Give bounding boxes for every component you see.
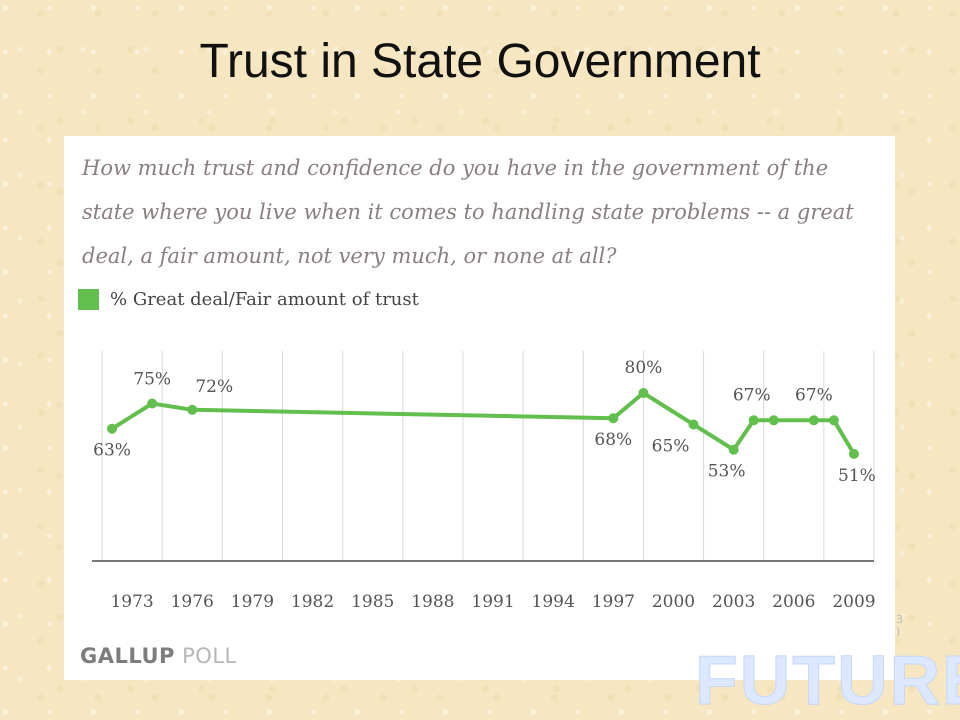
data-label: 67%: [795, 385, 833, 405]
edge-mark-bottom: ): [896, 625, 901, 638]
x-tick-label: 1994: [532, 592, 575, 612]
survey-question: How much trust and confidence do you hav…: [82, 156, 854, 268]
data-point: [107, 423, 118, 434]
chart-panel: How much trust and confidence do you hav…: [64, 136, 895, 680]
edge-mark: 3 ): [896, 614, 906, 644]
legend-swatch: [78, 288, 99, 310]
data-label: 51%: [838, 466, 876, 486]
data-label: 65%: [652, 437, 690, 457]
data-point: [828, 415, 839, 426]
x-tick-label: 2006: [772, 592, 815, 612]
x-tick-label: 1985: [351, 592, 394, 612]
x-tick-label: 1976: [171, 592, 214, 612]
poll-logo-text: POLL: [182, 644, 237, 668]
legend-label: % Great deal/Fair amount of trust: [110, 288, 419, 310]
x-tick-label: 1982: [291, 592, 334, 612]
data-point: [848, 448, 859, 459]
data-point: [608, 413, 619, 424]
data-label: 72%: [195, 377, 233, 397]
edge-mark-top: 3: [896, 614, 903, 626]
data-point: [688, 419, 699, 430]
gallup-poll-logo: GALLUP POLL: [80, 644, 237, 668]
data-point: [187, 404, 198, 415]
trust-line-chart: 1973 1976 1979 1982 1985 1988 1991 1994 1997 2000…: [92, 351, 876, 612]
data-label: 67%: [733, 385, 771, 405]
x-tick-label: 1991: [471, 592, 514, 612]
data-label: 53%: [708, 462, 746, 482]
gallup-logo-text: GALLUP: [80, 644, 175, 668]
x-tick-label: 1979: [231, 592, 274, 612]
legend-item: % Great deal/Fair amount of trust: [78, 287, 419, 311]
x-tick-label: 1988: [411, 592, 454, 612]
x-tick-label: 1973: [110, 592, 153, 612]
data-point: [638, 388, 649, 398]
data-label: 68%: [594, 430, 632, 450]
x-tick-label: 2003: [712, 592, 755, 612]
data-point: [808, 415, 819, 426]
x-tick-label: 1997: [592, 592, 635, 612]
data-point: [728, 444, 739, 455]
data-label: 63%: [93, 441, 131, 461]
data-point: [147, 398, 158, 409]
data-label: 75%: [133, 370, 171, 390]
x-tick-label: 2000: [652, 592, 695, 612]
data-point: [748, 415, 759, 426]
data-label: 80%: [625, 358, 663, 378]
x-tick-label: 2009: [832, 592, 875, 612]
future-watermark: FUTURE: [695, 645, 960, 719]
data-point: [768, 415, 779, 426]
slide-title: Trust in State Government: [199, 35, 761, 88]
